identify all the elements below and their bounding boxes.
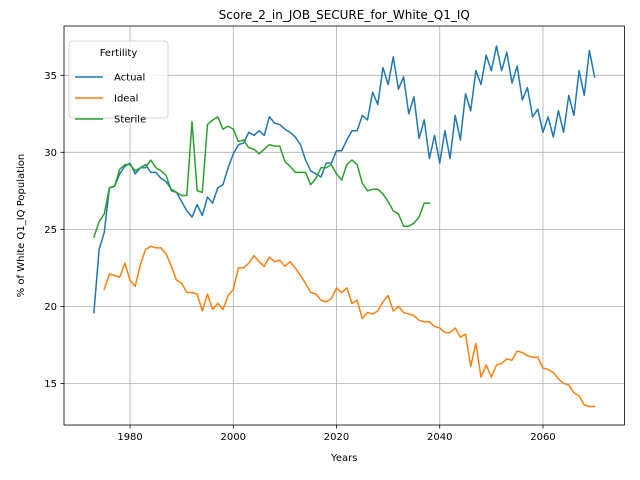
series-line-ideal — [103, 245, 596, 408]
y-tick-label: 35 — [44, 71, 57, 82]
legend-label-sterile: Sterile — [114, 115, 146, 126]
x-tick-label: 1980 — [117, 432, 142, 443]
legend-label-actual: Actual — [114, 73, 145, 84]
x-tick-label: 2060 — [530, 432, 555, 443]
chart-title: Score_2_in_JOB_SECURE_for_White_Q1_IQ — [219, 8, 470, 22]
y-axis-label: % of White Q1_IQ Population — [16, 154, 27, 298]
legend: Fertility Actual Ideal Sterile — [68, 40, 169, 126]
y-tick-label: 20 — [44, 302, 57, 313]
grid-lines — [64, 26, 625, 425]
legend-title: Fertility — [100, 48, 138, 59]
y-tick-label: 25 — [44, 225, 57, 236]
y-tick-label: 15 — [44, 379, 57, 390]
x-axis-label: Years — [330, 453, 357, 464]
axes-frame — [63, 25, 625, 426]
series-line-actual — [93, 45, 596, 314]
axis-ticks: 1980 2000 2020 2040 2060 15 20 25 30 35 — [44, 71, 555, 443]
legend-items: Actual Ideal Sterile — [75, 73, 146, 126]
x-tick-label: 2000 — [221, 432, 246, 443]
x-tick-label: 2040 — [427, 432, 452, 443]
series-line-sterile — [92, 116, 431, 238]
x-tick-label: 2020 — [324, 432, 349, 443]
legend-label-ideal: Ideal — [114, 94, 138, 105]
y-tick-label: 30 — [44, 148, 57, 159]
plot-series — [92, 45, 596, 408]
